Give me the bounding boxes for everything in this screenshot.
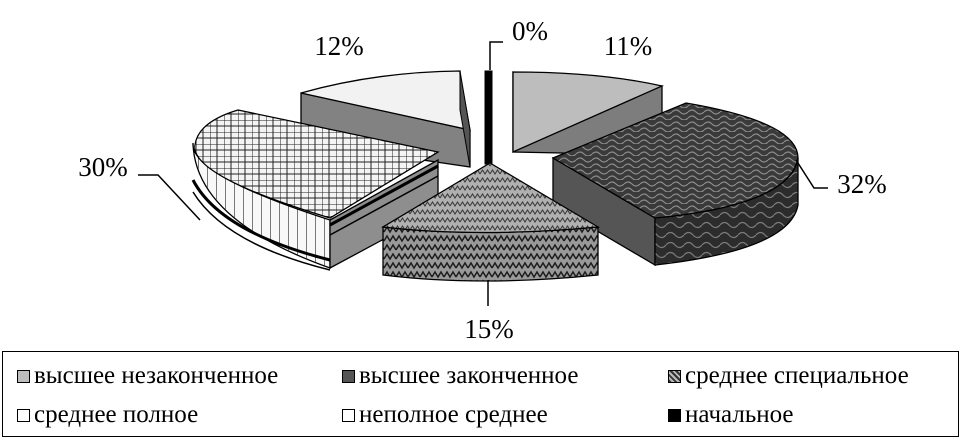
legend-item-vysshee-zakonchennoe: высшее законченное bbox=[342, 361, 578, 391]
label-12: 12% bbox=[314, 31, 364, 61]
legend: высшее незаконченное высшее законченное … bbox=[2, 351, 959, 437]
legend-swatch bbox=[668, 369, 681, 383]
legend-label: среднее полное bbox=[34, 401, 199, 428]
legend-label: неполное среднее bbox=[359, 401, 548, 428]
legend-label: среднее специальное bbox=[685, 362, 909, 389]
label-32: 32% bbox=[837, 169, 887, 199]
slice-nachalnoe bbox=[484, 70, 493, 165]
slice-srednee-polnoe bbox=[191, 109, 440, 271]
legend-swatch bbox=[342, 369, 355, 383]
legend-label: начальное bbox=[685, 401, 794, 428]
slice-nepolnoe-srednee bbox=[300, 70, 471, 168]
legend-swatch bbox=[17, 369, 30, 383]
legend-item-srednee-polnoe: среднее полное bbox=[17, 400, 198, 430]
legend-label: высшее законченное bbox=[359, 362, 579, 389]
slice-srednee-spetsialnoe bbox=[381, 162, 601, 282]
legend-item-nachalnoe: начальное bbox=[668, 400, 794, 430]
legend-swatch bbox=[17, 408, 30, 422]
slice-vysshee-zakonchennoe bbox=[551, 102, 799, 267]
legend-item-nepolnoe-srednee: неполное среднее bbox=[342, 400, 548, 430]
label-15: 15% bbox=[464, 314, 514, 344]
label-30: 30% bbox=[78, 152, 128, 182]
legend-label: высшее незаконченное bbox=[34, 362, 279, 389]
pie-plot-area: 11% 32% 15% 30% 12% 0% bbox=[78, 16, 887, 344]
legend-swatch bbox=[342, 408, 355, 422]
label-11: 11% bbox=[604, 31, 653, 61]
legend-item-srednee-spetsialnoe: среднее специальное bbox=[668, 361, 909, 391]
legend-item-vysshee-nezakonchennoe: высшее незаконченное bbox=[17, 361, 278, 391]
legend-swatch bbox=[668, 408, 681, 422]
label-0: 0% bbox=[512, 16, 548, 46]
leader-lines bbox=[138, 41, 828, 306]
